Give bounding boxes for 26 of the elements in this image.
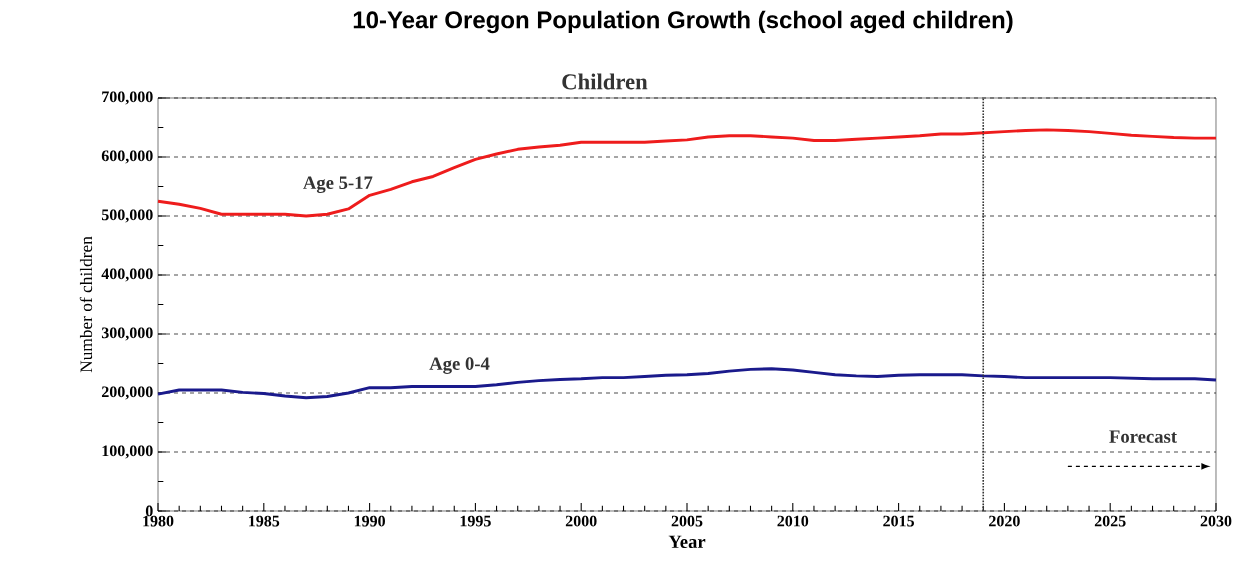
- y-axis-title: Number of children: [79, 236, 93, 373]
- y-tick-label: 500,000: [101, 209, 153, 223]
- y-tick-label: 100,000: [102, 445, 153, 459]
- chart-subtitle: Children: [562, 73, 648, 90]
- x-tick-label: 1980: [143, 515, 174, 527]
- x-tick-label: 2000: [565, 515, 597, 527]
- x-axis-title: Year: [668, 535, 706, 549]
- x-tick-label: 1995: [460, 515, 491, 527]
- y-tick-label: 700,000: [102, 91, 153, 105]
- x-tick-label: 2020: [989, 515, 1020, 527]
- x-tick-label: 2025: [1094, 515, 1126, 527]
- series-label: Age 5-17: [303, 176, 373, 193]
- x-tick-label: 1985: [249, 515, 280, 527]
- x-tick-label: 2030: [1200, 515, 1232, 527]
- y-tick-label: 300,000: [101, 327, 153, 341]
- x-tick-label: 2015: [883, 515, 914, 527]
- annotation: Forecast: [1109, 430, 1177, 443]
- x-tick-label: 2005: [671, 515, 703, 527]
- chart-title: 10-Year Oregon Population Growth (school aged children): [353, 10, 1013, 34]
- series-label: Age 0-4: [429, 357, 490, 374]
- x-tick-label: 2010: [777, 515, 809, 527]
- y-tick-label: 200,000: [101, 386, 153, 400]
- y-tick-label: 400,000: [101, 268, 153, 282]
- x-tick-label: 1990: [354, 515, 385, 527]
- y-tick-label: 0: [145, 505, 153, 517]
- y-tick-label: 600,000: [101, 150, 153, 164]
